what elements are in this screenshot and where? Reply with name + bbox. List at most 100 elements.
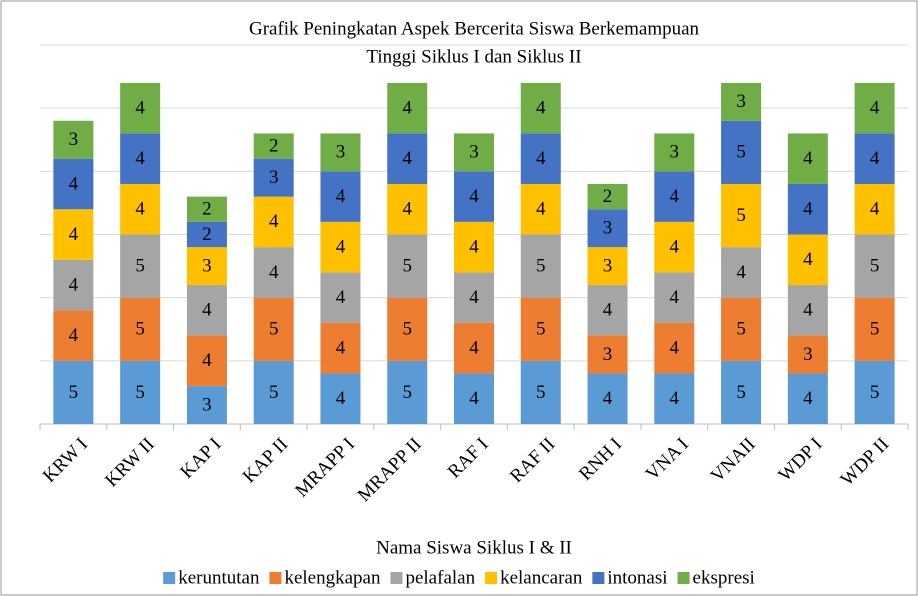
- chart-title: Tinggi Siklus I dan Siklus II: [366, 46, 581, 67]
- data-label: 3: [269, 167, 279, 188]
- data-label: 3: [603, 344, 613, 365]
- bar-segment: [186, 386, 227, 424]
- data-label: 3: [202, 255, 212, 276]
- bar-segment: [854, 360, 895, 424]
- data-label: 4: [803, 148, 813, 169]
- data-label: 3: [736, 91, 746, 112]
- legend-swatch: [677, 572, 690, 584]
- legend-swatch: [163, 572, 176, 584]
- bar-segment: [654, 171, 695, 222]
- legend-label: pelafalan: [405, 567, 475, 588]
- data-label: 4: [803, 249, 813, 270]
- data-label: 5: [135, 255, 145, 276]
- data-label: 4: [603, 300, 613, 321]
- bar-segment: [253, 196, 294, 248]
- data-label: 4: [870, 199, 880, 220]
- bar-segment: [120, 297, 161, 361]
- data-label: 4: [402, 148, 412, 169]
- bar-segment: [654, 373, 695, 424]
- data-label: 5: [402, 319, 412, 340]
- bar-segment: [520, 234, 561, 298]
- data-label: 5: [736, 319, 746, 340]
- data-label: 4: [803, 199, 813, 220]
- bar-segment: [587, 335, 628, 374]
- bar-segment: [721, 297, 762, 361]
- data-label: 4: [202, 350, 212, 371]
- bar-segment: [854, 234, 895, 298]
- bar-segment: [454, 373, 494, 424]
- bar-segment: [120, 133, 161, 184]
- bar-segment: [520, 183, 561, 235]
- bar-segment: [186, 335, 227, 387]
- bar-segment: [587, 247, 628, 286]
- data-label: 4: [202, 300, 212, 321]
- bar-segment: [387, 297, 428, 361]
- data-label: 3: [202, 394, 212, 415]
- legend-label: kelancaran: [500, 567, 583, 588]
- bar-segment: [854, 82, 895, 134]
- bar-segment: [320, 322, 361, 374]
- data-label: 4: [536, 148, 546, 169]
- data-label: 4: [69, 173, 79, 194]
- bar-segment: [53, 209, 94, 260]
- data-label: 4: [670, 287, 680, 308]
- bar-segment: [854, 133, 895, 184]
- bar-segment: [320, 272, 361, 323]
- legend-label: keruntutan: [178, 567, 260, 588]
- bar-segment: [721, 120, 762, 184]
- data-label: 4: [736, 262, 746, 283]
- data-label: 5: [269, 319, 279, 340]
- data-label: 3: [603, 255, 613, 276]
- data-label: 4: [536, 98, 546, 119]
- data-label: 4: [336, 338, 346, 359]
- bar-segment: [721, 82, 762, 121]
- data-label: 5: [870, 382, 880, 403]
- bar-segment: [186, 196, 227, 222]
- bar-segment: [654, 322, 695, 374]
- bar-segment: [253, 158, 294, 197]
- bar-segment: [787, 335, 828, 374]
- data-label: 4: [870, 148, 880, 169]
- bar-segment: [454, 171, 494, 222]
- legend-label: ekspresi: [693, 567, 755, 588]
- data-label: 5: [135, 382, 145, 403]
- data-label: 4: [336, 186, 346, 207]
- bar-segment: [787, 285, 828, 336]
- bar-segment: [587, 183, 628, 210]
- data-label: 5: [69, 382, 79, 403]
- bar-segment: [320, 171, 361, 222]
- bar-segment: [654, 133, 695, 172]
- bar-segment: [721, 183, 762, 248]
- legend-swatch: [390, 572, 403, 584]
- data-label: 4: [469, 236, 479, 257]
- data-label: 2: [202, 224, 212, 245]
- bar-segment: [186, 285, 227, 336]
- bar-segment: [587, 285, 628, 336]
- bar-segment: [387, 82, 428, 134]
- data-label: 4: [402, 199, 412, 220]
- data-label: 3: [603, 218, 613, 239]
- data-label: 4: [670, 388, 680, 409]
- data-label: 4: [69, 224, 79, 245]
- legend-label: intonasi: [607, 567, 667, 588]
- bar-segment: [520, 82, 561, 134]
- data-label: 4: [469, 388, 479, 409]
- bar-segment: [587, 373, 628, 424]
- bar-segment: [53, 259, 94, 311]
- data-label: 4: [469, 186, 479, 207]
- data-label: 5: [402, 255, 412, 276]
- bar-segment: [787, 373, 828, 424]
- data-label: 3: [69, 129, 79, 150]
- bar-segment: [120, 183, 161, 235]
- bar-segment: [53, 158, 94, 210]
- data-label: 4: [69, 325, 79, 346]
- bar-segment: [253, 360, 294, 424]
- bar-segment: [186, 247, 227, 286]
- data-label: 3: [336, 142, 346, 163]
- data-label: 4: [803, 300, 813, 321]
- bar-segment: [854, 297, 895, 361]
- data-label: 4: [670, 236, 680, 257]
- x-axis-label: Nama Siswa Siklus I & II: [376, 537, 572, 558]
- data-label: 3: [670, 142, 680, 163]
